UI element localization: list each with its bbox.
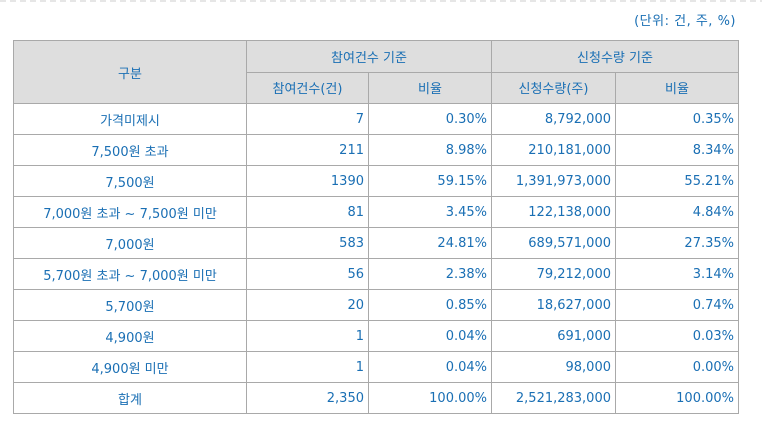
row-category: 7,000원 [13,227,247,259]
row-count: 56 [246,258,369,290]
table-row: 7,000원 초과 ~ 7,500원 미만 81 3.45% 122,138,000 4… [13,196,739,228]
row-count-ratio: 59.15% [368,165,492,197]
row-category: 가격미제시 [13,103,247,135]
row-count-ratio: 3.45% [368,196,492,228]
table-row: 4,900원 미만 1 0.04% 98,000 0.00% [13,351,739,383]
row-shares-ratio: 0.74% [615,289,739,321]
header-participation-basis: 참여건수 기준 [246,40,492,73]
row-count-ratio: 0.04% [368,351,492,383]
row-shares: 8,792,000 [491,103,616,135]
row-count-ratio: 8.98% [368,134,492,166]
unit-label: (단위: 건, 주, %) [634,14,736,29]
row-shares-ratio: 4.84% [615,196,739,228]
total-shares-ratio: 100.00% [615,382,739,414]
row-count-ratio: 2.38% [368,258,492,290]
row-count: 1390 [246,165,369,197]
row-shares-ratio: 55.21% [615,165,739,197]
row-category: 4,900원 [13,320,247,352]
row-count-ratio: 24.81% [368,227,492,259]
top-dotted-divider [0,0,762,2]
row-count-ratio: 0.85% [368,289,492,321]
table-row: 7,500원 1390 59.15% 1,391,973,000 55.21% [13,165,739,197]
row-category: 5,700원 [13,289,247,321]
row-shares: 122,138,000 [491,196,616,228]
row-count: 20 [246,289,369,321]
row-category: 7,000원 초과 ~ 7,500원 미만 [13,196,247,228]
header-category: 구분 [13,40,247,104]
total-count: 2,350 [246,382,369,414]
table-row: 7,500원 초과 211 8.98% 210,181,000 8.34% [13,134,739,166]
row-count: 211 [246,134,369,166]
row-count-ratio: 0.04% [368,320,492,352]
row-shares: 691,000 [491,320,616,352]
table-body: 가격미제시 7 0.30% 8,792,000 0.35% 7,500원 초과 211 8.9… [13,103,739,414]
row-shares-ratio: 0.35% [615,103,739,135]
row-count: 7 [246,103,369,135]
row-count: 1 [246,320,369,352]
row-shares-ratio: 0.00% [615,351,739,383]
row-shares-ratio: 0.03% [615,320,739,352]
row-count: 1 [246,351,369,383]
row-category: 7,500원 [13,165,247,197]
row-category: 4,900원 미만 [13,351,247,383]
total-count-ratio: 100.00% [368,382,492,414]
header-quantity-shares: 신청수량(주) [491,71,616,104]
table-row: 4,900원 1 0.04% 691,000 0.03% [13,320,739,352]
table-row: 5,700원 초과 ~ 7,000원 미만 56 2.38% 79,212,000 3.… [13,258,739,290]
row-shares: 79,212,000 [491,258,616,290]
header-participation-count: 참여건수(건) [246,71,369,104]
row-shares: 18,627,000 [491,289,616,321]
total-category: 합계 [13,382,247,414]
total-shares: 2,521,283,000 [491,382,616,414]
header-participation-ratio: 비율 [368,71,492,104]
row-shares: 98,000 [491,351,616,383]
table-row: 가격미제시 7 0.30% 8,792,000 0.35% [13,103,739,135]
row-shares: 1,391,973,000 [491,165,616,197]
row-shares: 689,571,000 [491,227,616,259]
row-count: 583 [246,227,369,259]
row-shares-ratio: 8.34% [615,134,739,166]
row-category: 5,700원 초과 ~ 7,000원 미만 [13,258,247,290]
header-quantity-ratio: 비율 [615,71,739,104]
row-category: 7,500원 초과 [13,134,247,166]
table-row: 5,700원 20 0.85% 18,627,000 0.74% [13,289,739,321]
row-shares: 210,181,000 [491,134,616,166]
row-count: 81 [246,196,369,228]
table-row-total: 합계 2,350 100.00% 2,521,283,000 100.00% [13,382,739,414]
demand-forecast-table: 구분 참여건수 기준 신청수량 기준 참여건수(건) 비율 신청수량(주) 비율… [13,40,739,414]
header-quantity-basis: 신청수량 기준 [491,40,739,73]
table-row: 7,000원 583 24.81% 689,571,000 27.35% [13,227,739,259]
row-shares-ratio: 27.35% [615,227,739,259]
row-count-ratio: 0.30% [368,103,492,135]
row-shares-ratio: 3.14% [615,258,739,290]
